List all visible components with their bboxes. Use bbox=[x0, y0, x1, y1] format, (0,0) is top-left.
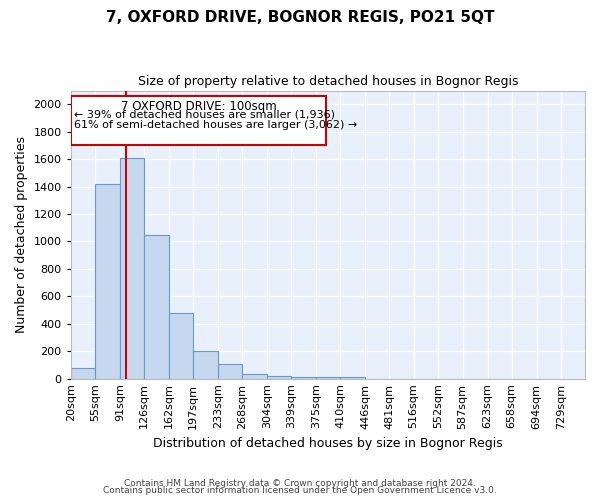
Bar bbox=[340, 376, 365, 378]
Bar bbox=[71, 96, 326, 146]
Text: 61% of semi-detached houses are larger (3,062) →: 61% of semi-detached houses are larger (… bbox=[74, 120, 358, 130]
Bar bbox=[144, 234, 169, 378]
Bar bbox=[218, 364, 242, 378]
Bar bbox=[291, 376, 316, 378]
Bar bbox=[242, 374, 267, 378]
Bar bbox=[95, 184, 120, 378]
Text: 7, OXFORD DRIVE, BOGNOR REGIS, PO21 5QT: 7, OXFORD DRIVE, BOGNOR REGIS, PO21 5QT bbox=[106, 10, 494, 25]
Bar bbox=[71, 368, 95, 378]
Text: 7 OXFORD DRIVE: 100sqm: 7 OXFORD DRIVE: 100sqm bbox=[121, 100, 277, 113]
Bar bbox=[169, 313, 193, 378]
Text: Contains HM Land Registry data © Crown copyright and database right 2024.: Contains HM Land Registry data © Crown c… bbox=[124, 478, 476, 488]
Bar bbox=[120, 158, 144, 378]
Bar bbox=[193, 351, 218, 378]
Title: Size of property relative to detached houses in Bognor Regis: Size of property relative to detached ho… bbox=[137, 75, 518, 88]
X-axis label: Distribution of detached houses by size in Bognor Regis: Distribution of detached houses by size … bbox=[153, 437, 503, 450]
Text: ← 39% of detached houses are smaller (1,936): ← 39% of detached houses are smaller (1,… bbox=[74, 110, 335, 120]
Bar bbox=[316, 376, 340, 378]
Text: Contains public sector information licensed under the Open Government Licence v3: Contains public sector information licen… bbox=[103, 486, 497, 495]
Bar bbox=[267, 376, 291, 378]
Y-axis label: Number of detached properties: Number of detached properties bbox=[15, 136, 28, 333]
